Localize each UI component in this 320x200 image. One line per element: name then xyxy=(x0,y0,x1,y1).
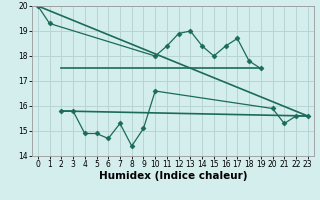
X-axis label: Humidex (Indice chaleur): Humidex (Indice chaleur) xyxy=(99,171,247,181)
